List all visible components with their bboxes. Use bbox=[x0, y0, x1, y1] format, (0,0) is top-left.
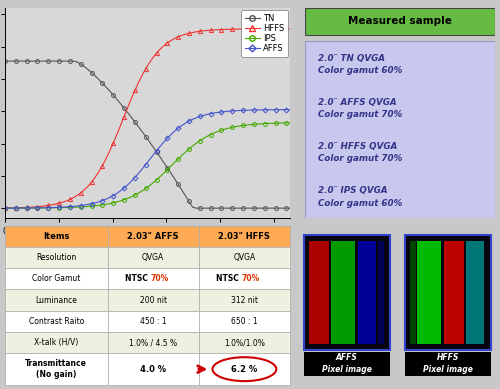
Bar bbox=[5, 332, 108, 353]
Text: Measured sample: Measured sample bbox=[348, 16, 452, 26]
Text: NTSC: NTSC bbox=[216, 274, 242, 283]
Text: 1.0% / 4.5 %: 1.0% / 4.5 % bbox=[129, 338, 178, 347]
Text: 70%: 70% bbox=[150, 274, 168, 283]
Bar bbox=[199, 332, 290, 353]
Bar bbox=[304, 352, 390, 376]
Bar bbox=[5, 247, 108, 268]
Bar bbox=[378, 241, 384, 344]
Text: 6.2 %: 6.2 % bbox=[232, 364, 258, 374]
Legend: TN, HFFS, IPS, AFFS: TN, HFFS, IPS, AFFS bbox=[241, 10, 288, 57]
Bar bbox=[304, 235, 390, 350]
Bar bbox=[108, 289, 199, 311]
Text: Color Gamut: Color Gamut bbox=[32, 274, 80, 283]
Text: 2.0″ HFFS QVGA
Color gamut 70%: 2.0″ HFFS QVGA Color gamut 70% bbox=[318, 142, 402, 163]
Bar bbox=[108, 247, 199, 268]
Bar bbox=[199, 226, 290, 247]
Bar bbox=[199, 289, 290, 311]
Text: Transmittance
(No gain): Transmittance (No gain) bbox=[26, 359, 87, 379]
Text: NTSC: NTSC bbox=[125, 274, 150, 283]
Text: 70%: 70% bbox=[242, 274, 260, 283]
Text: 2.03" AFFS: 2.03" AFFS bbox=[128, 232, 179, 241]
Bar bbox=[309, 241, 329, 344]
Text: HFFS
Pixel image: HFFS Pixel image bbox=[424, 353, 473, 374]
Text: 2.03" HFFS: 2.03" HFFS bbox=[218, 232, 270, 241]
FancyBboxPatch shape bbox=[305, 8, 495, 35]
Text: Resolution: Resolution bbox=[36, 253, 76, 262]
Bar bbox=[5, 353, 108, 385]
Bar bbox=[466, 241, 484, 344]
Bar bbox=[108, 332, 199, 353]
Bar bbox=[199, 268, 290, 289]
X-axis label: Voltage [V]: Voltage [V] bbox=[120, 237, 174, 247]
Text: 4.0 %: 4.0 % bbox=[140, 364, 166, 374]
FancyBboxPatch shape bbox=[305, 41, 495, 218]
Bar bbox=[5, 311, 108, 332]
Bar bbox=[199, 247, 290, 268]
Text: 650 : 1: 650 : 1 bbox=[231, 317, 258, 326]
Text: 450 : 1: 450 : 1 bbox=[140, 317, 166, 326]
Bar bbox=[108, 311, 199, 332]
Text: 1.0%/1.0%: 1.0%/1.0% bbox=[224, 338, 265, 347]
Text: X-talk (H/V): X-talk (H/V) bbox=[34, 338, 78, 347]
Bar bbox=[199, 311, 290, 332]
Bar bbox=[332, 241, 355, 344]
Text: QVGA: QVGA bbox=[142, 253, 165, 262]
Text: Luminance: Luminance bbox=[36, 296, 77, 305]
Text: AFFS
Pixel image: AFFS Pixel image bbox=[322, 353, 372, 374]
Bar bbox=[406, 352, 491, 376]
Bar bbox=[358, 241, 376, 344]
Bar bbox=[108, 268, 199, 289]
Bar bbox=[410, 241, 416, 344]
Text: Contrast Raito: Contrast Raito bbox=[28, 317, 84, 326]
Bar bbox=[5, 268, 108, 289]
Bar bbox=[108, 226, 199, 247]
Bar bbox=[199, 353, 290, 385]
Text: 312 nit: 312 nit bbox=[231, 296, 258, 305]
Bar bbox=[417, 241, 441, 344]
Bar bbox=[444, 241, 464, 344]
Text: 2.0″ AFFS QVGA
Color gamut 70%: 2.0″ AFFS QVGA Color gamut 70% bbox=[318, 98, 402, 119]
Text: 200 nit: 200 nit bbox=[140, 296, 167, 305]
Bar bbox=[406, 235, 491, 350]
Bar bbox=[5, 226, 108, 247]
Bar bbox=[5, 289, 108, 311]
Text: Items: Items bbox=[43, 232, 70, 241]
Bar bbox=[108, 353, 199, 385]
Text: 2.0″ IPS QVGA
Color gamut 60%: 2.0″ IPS QVGA Color gamut 60% bbox=[318, 186, 402, 208]
Text: 2.0″ TN QVGA
Color gamut 60%: 2.0″ TN QVGA Color gamut 60% bbox=[318, 54, 402, 75]
Text: QVGA: QVGA bbox=[234, 253, 256, 262]
